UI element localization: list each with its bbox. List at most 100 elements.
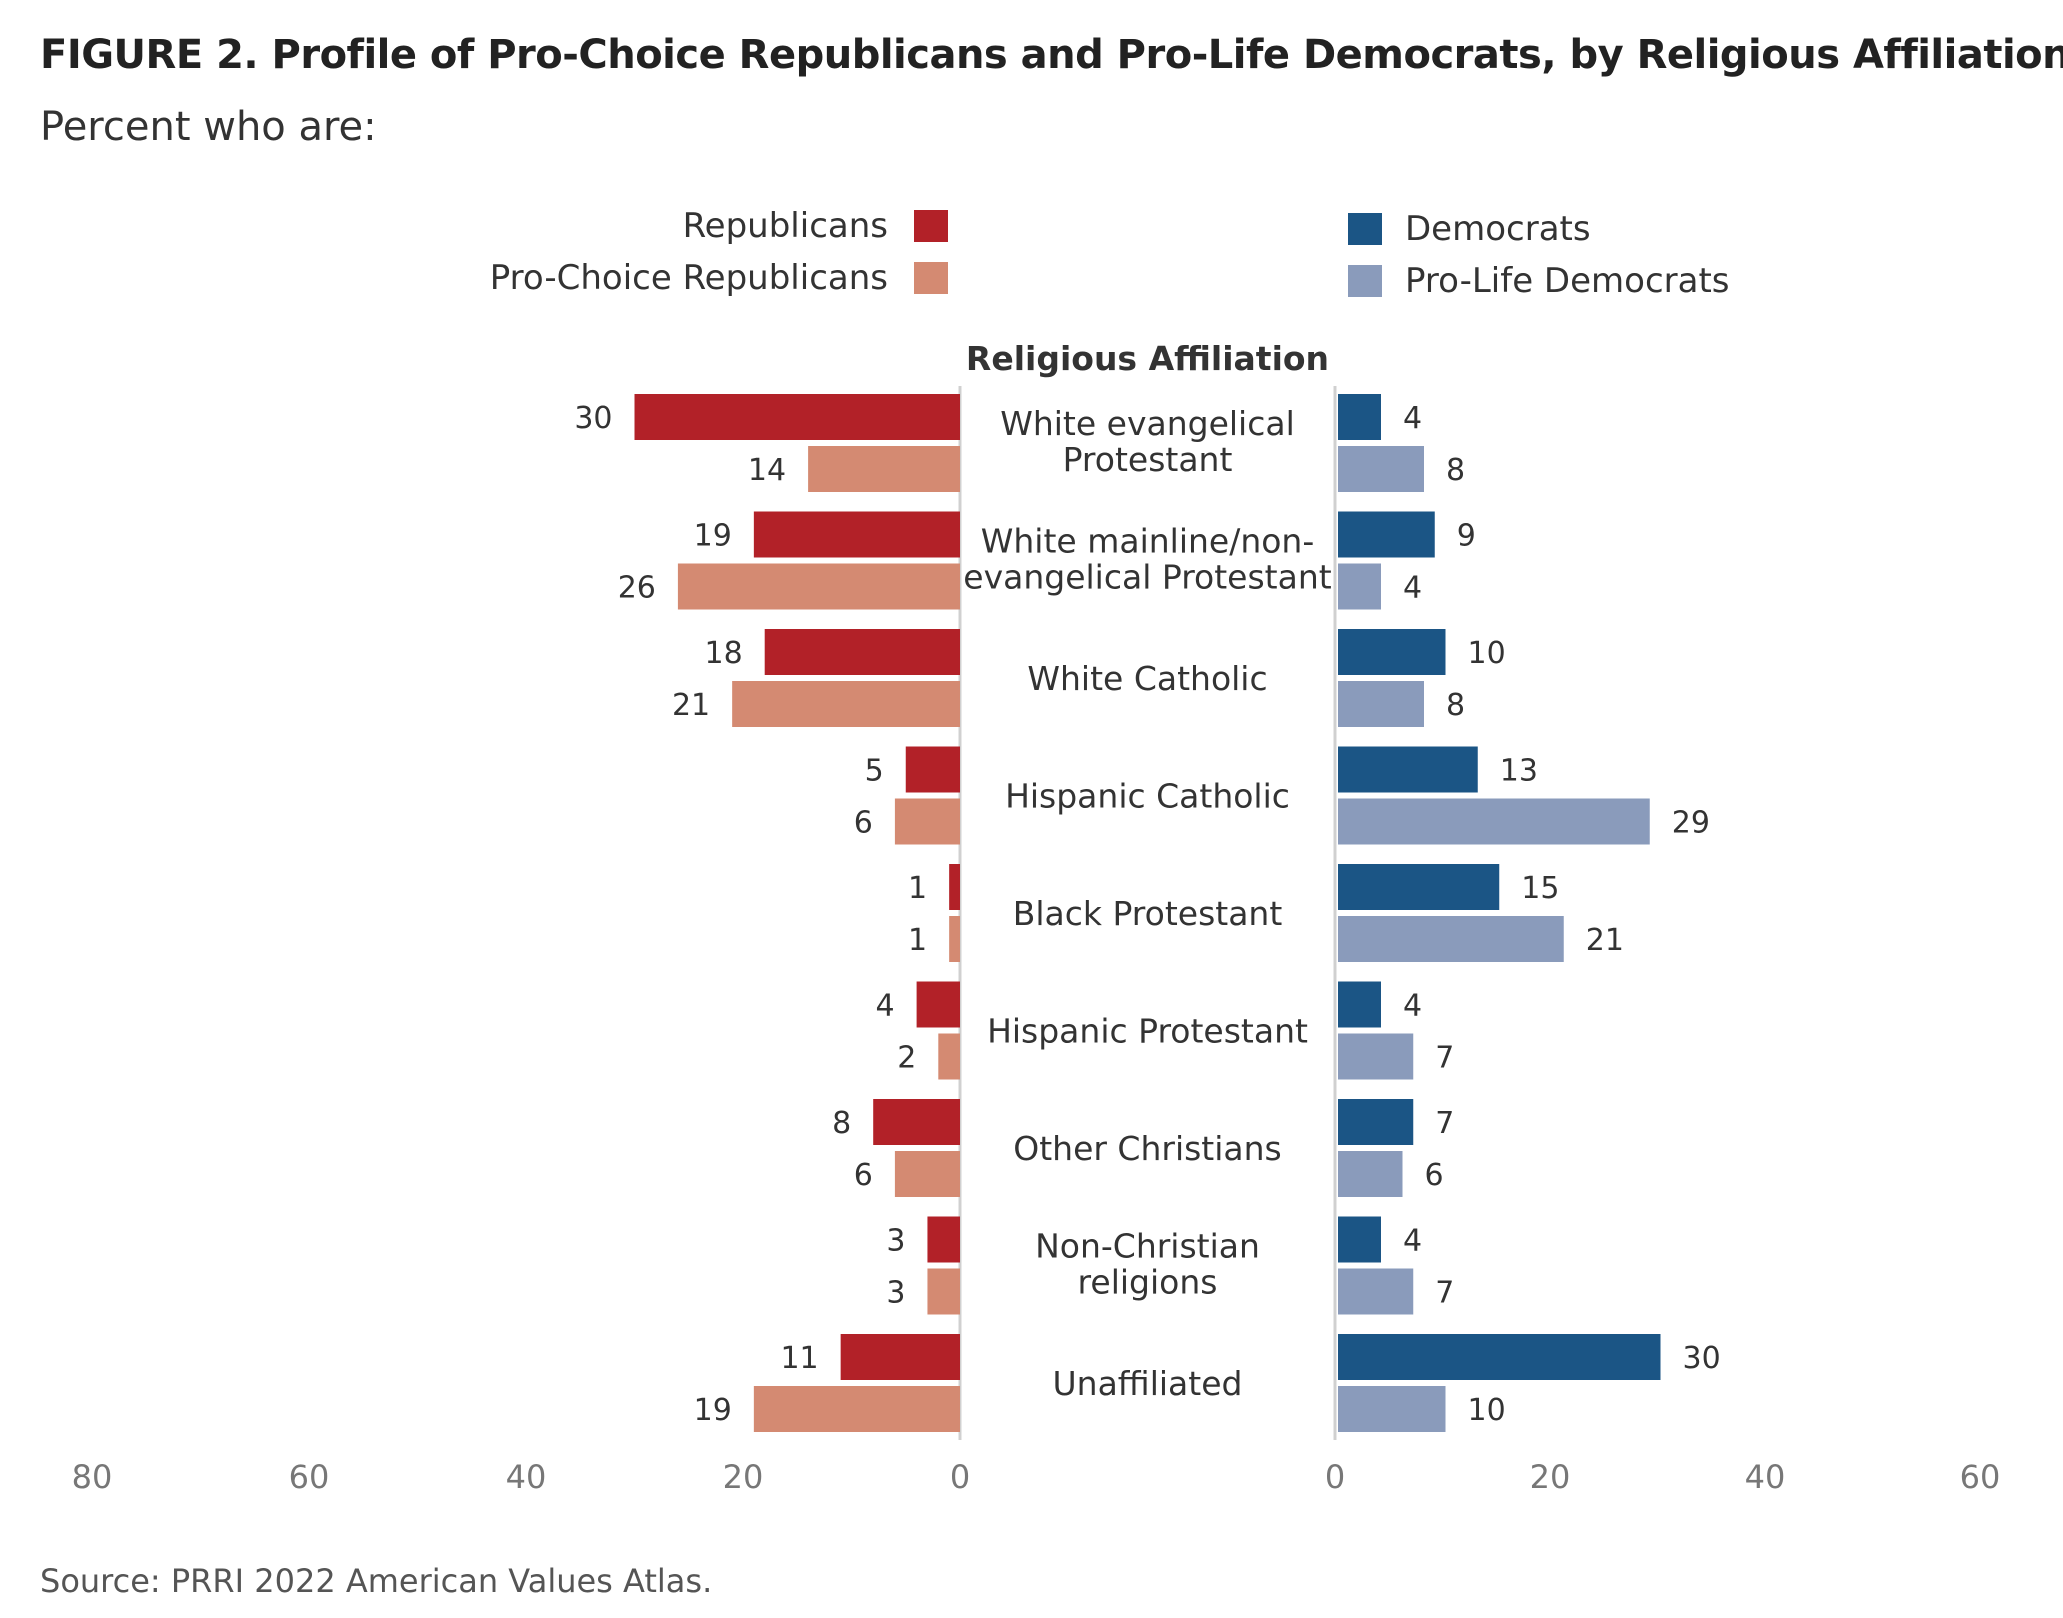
bar-right-pro-life-democrats (1338, 798, 1650, 845)
bar-left-pro-choice-republicans (732, 681, 960, 727)
bar-right-pro-life-democrats (1338, 1033, 1414, 1080)
legend-label-republicans: Republicans (683, 206, 888, 246)
legend-swatch-republicans (914, 210, 948, 242)
bar-right-democrats (1338, 1099, 1414, 1145)
axis-tick-right: 0 (1325, 1458, 1345, 1496)
data-label-left: 4 (876, 989, 895, 1024)
bar-left-pro-choice-republicans (949, 916, 960, 962)
data-label-right: 4 (1403, 571, 1422, 606)
data-label-left: 6 (854, 1158, 873, 1193)
legend-label-pro-life-democrats: Pro-Life Democrats (1405, 261, 1730, 301)
bar-right-pro-life-democrats (1338, 563, 1381, 610)
bar-left-pro-choice-republicans (894, 1151, 960, 1197)
axis-tick-left: 80 (72, 1458, 113, 1496)
data-label-left: 14 (748, 453, 786, 488)
category-header: Religious Affiliation (966, 339, 1329, 378)
legend-swatch-pro-choice-republicans (914, 262, 948, 294)
bar-right-pro-life-democrats (1338, 916, 1564, 962)
bar-right-pro-life-democrats (1338, 446, 1424, 492)
data-label-left: 6 (854, 806, 873, 841)
bar-left-republicans (873, 1099, 960, 1145)
category-label: religions (1078, 1263, 1218, 1302)
category-label: Unaffiliated (1053, 1364, 1243, 1403)
bar-right-pro-life-democrats (1338, 1386, 1446, 1432)
data-label-right: 9 (1457, 519, 1476, 554)
data-label-right: 7 (1435, 1106, 1454, 1141)
data-label-right: 21 (1586, 923, 1624, 958)
category-label: Other Christians (1013, 1129, 1282, 1168)
data-label-right: 29 (1672, 806, 1710, 841)
axis-tick-left: 0 (950, 1458, 970, 1496)
data-label-right: 30 (1683, 1341, 1721, 1376)
data-label-left: 19 (694, 519, 732, 554)
bar-right-pro-life-democrats (1338, 1151, 1403, 1197)
bar-left-pro-choice-republicans (938, 1033, 960, 1080)
data-label-right: 8 (1446, 453, 1465, 488)
data-label-left: 19 (694, 1393, 732, 1428)
legend-swatch-democrats (1348, 213, 1382, 245)
legend-label-democrats: Democrats (1405, 209, 1591, 249)
bar-left-pro-choice-republicans (808, 446, 960, 492)
axis-tick-right: 20 (1530, 1458, 1571, 1496)
bar-left-pro-choice-republicans (753, 1386, 960, 1432)
bar-left-republicans (840, 1334, 960, 1380)
data-label-left: 18 (705, 636, 743, 671)
chart-subtitle: Percent who are: (40, 104, 377, 150)
data-label-left: 11 (780, 1341, 818, 1376)
bar-left-pro-choice-republicans (677, 563, 960, 610)
axis-tick-left: 40 (506, 1458, 547, 1496)
data-label-right: 4 (1403, 989, 1422, 1024)
bar-right-democrats (1338, 981, 1381, 1028)
bar-right-democrats (1338, 394, 1381, 440)
category-label: White Catholic (1027, 659, 1267, 698)
data-label-left: 3 (886, 1276, 905, 1311)
bar-left-republicans (905, 746, 960, 793)
bar-right-pro-life-democrats (1338, 681, 1424, 727)
category-label: Protestant (1063, 440, 1233, 479)
data-label-right: 8 (1446, 688, 1465, 723)
data-label-right: 7 (1435, 1041, 1454, 1076)
category-label: evangelical Protestant (963, 558, 1331, 597)
legend-label-pro-choice-republicans: Pro-Choice Republicans (490, 258, 888, 298)
bar-left-republicans (949, 864, 960, 910)
bar-right-democrats (1338, 1334, 1661, 1380)
data-label-right: 15 (1521, 871, 1559, 906)
bar-right-pro-life-democrats (1338, 1268, 1414, 1315)
data-label-right: 10 (1468, 1393, 1506, 1428)
bar-left-republicans (634, 394, 960, 440)
bar-left-republicans (753, 511, 960, 558)
bar-right-democrats (1338, 1216, 1381, 1263)
data-label-left: 1 (908, 923, 927, 958)
data-label-right: 4 (1403, 401, 1422, 436)
data-label-right: 6 (1425, 1158, 1444, 1193)
bar-right-democrats (1338, 511, 1435, 558)
bar-right-democrats (1338, 746, 1478, 793)
category-label: Black Protestant (1013, 894, 1283, 933)
data-label-right: 7 (1435, 1276, 1454, 1311)
bar-left-republicans (927, 1216, 960, 1263)
bar-left-pro-choice-republicans (927, 1268, 960, 1315)
data-label-left: 8 (832, 1106, 851, 1141)
data-label-right: 10 (1468, 636, 1506, 671)
axis-tick-left: 60 (289, 1458, 330, 1496)
axis-tick-right: 60 (1960, 1458, 2001, 1496)
category-label: White mainline/non- (981, 522, 1315, 561)
category-label: Hispanic Protestant (987, 1012, 1308, 1051)
data-label-left: 21 (672, 688, 710, 723)
category-label: Hispanic Catholic (1005, 777, 1290, 816)
bar-left-republicans (916, 981, 960, 1028)
axis-tick-left: 20 (723, 1458, 764, 1496)
category-label: White evangelical (1000, 404, 1295, 443)
bar-right-democrats (1338, 629, 1446, 675)
bar-left-republicans (764, 629, 960, 675)
axis-tick-right: 40 (1745, 1458, 1786, 1496)
bar-left-pro-choice-republicans (894, 798, 960, 845)
bar-right-democrats (1338, 864, 1500, 910)
data-label-left: 30 (574, 401, 612, 436)
data-label-right: 13 (1500, 754, 1538, 789)
data-label-left: 2 (897, 1041, 916, 1076)
data-label-left: 1 (908, 871, 927, 906)
data-label-left: 26 (618, 571, 656, 606)
data-label-left: 3 (886, 1224, 905, 1259)
